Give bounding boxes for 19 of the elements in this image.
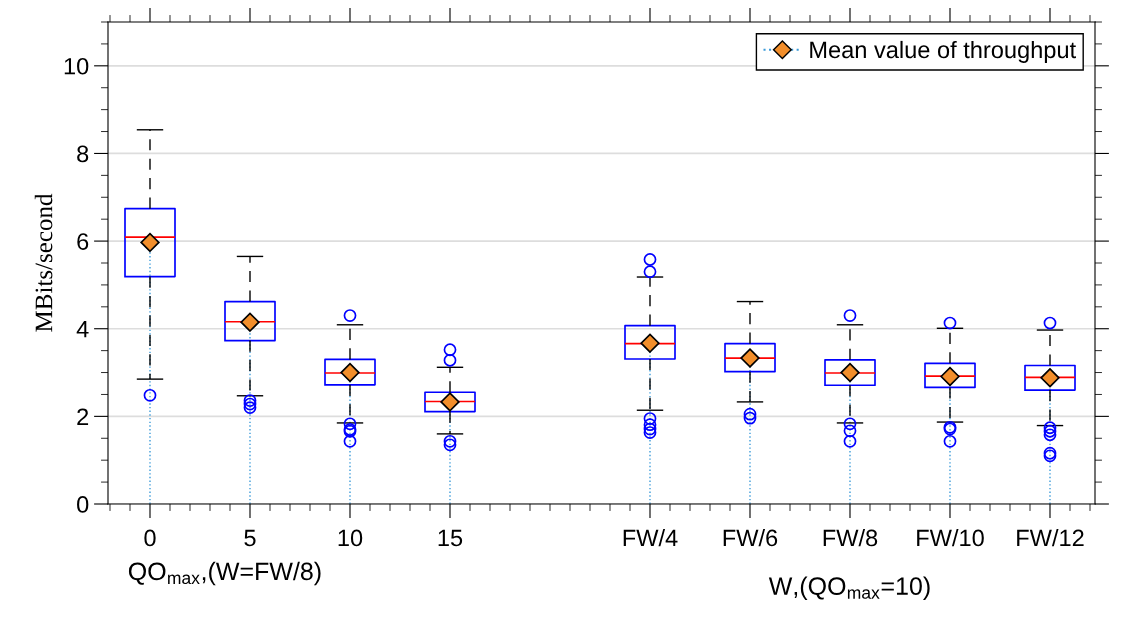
x-tick-label: FW/10 [917, 529, 984, 547]
y-tick-label: 8 [77, 145, 89, 163]
x-tick-label: FW/12 [1017, 529, 1084, 547]
y-tick-label: 10 [64, 57, 89, 75]
text: W,(QO$_{max}$=10) [768, 576, 930, 600]
y-tick-label: 6 [77, 233, 89, 250]
x-tick-label: FW/4 [623, 529, 678, 547]
y-axis-title: MBits/second [34, 193, 53, 332]
x-tick-label: FW/6 [723, 529, 778, 547]
x-tick-label: 5 [244, 529, 256, 547]
y-tick-label: 0 [77, 496, 89, 513]
x-axis-title: QO$_{max}$,(W=FW/8) [128, 561, 321, 586]
legend-label: Mean value of throughput [810, 40, 1076, 63]
x-tick-label: 10 [338, 529, 363, 547]
x-tick-label: 0 [144, 529, 156, 547]
y-tick-label: 4 [76, 321, 89, 338]
x-tick-label: 15 [438, 529, 463, 547]
y-tick-label: 2 [77, 408, 89, 425]
x-tick-label: FW/8 [823, 529, 878, 547]
